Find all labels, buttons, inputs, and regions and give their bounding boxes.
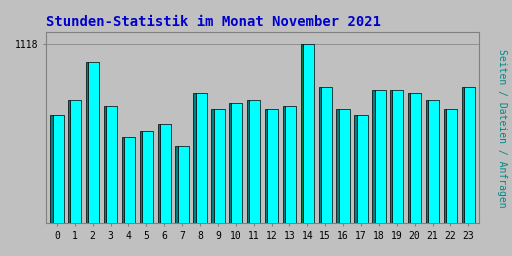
Bar <box>160 124 171 223</box>
Bar <box>68 100 71 223</box>
Bar <box>426 100 428 223</box>
Bar <box>265 109 267 223</box>
Bar <box>176 146 178 223</box>
Bar <box>53 115 63 223</box>
Bar <box>178 146 189 223</box>
Bar <box>194 93 196 223</box>
Bar <box>214 109 225 223</box>
Bar <box>321 87 332 223</box>
Bar <box>283 106 285 223</box>
Bar <box>196 93 207 223</box>
Bar <box>285 106 296 223</box>
Bar <box>211 109 214 223</box>
Bar <box>428 100 439 223</box>
Bar <box>464 87 475 223</box>
Bar <box>142 131 153 223</box>
Bar <box>393 90 403 223</box>
Bar <box>231 103 243 223</box>
Bar <box>50 115 53 223</box>
Bar <box>375 90 386 223</box>
Bar <box>71 100 81 223</box>
Bar <box>86 62 89 223</box>
Bar <box>158 124 160 223</box>
Bar <box>462 87 464 223</box>
Bar <box>357 115 368 223</box>
Bar <box>354 115 357 223</box>
Bar <box>336 109 339 223</box>
Bar <box>446 109 457 223</box>
Bar <box>390 90 393 223</box>
Text: Seiten / Dateien / Anfragen: Seiten / Dateien / Anfragen <box>497 49 507 207</box>
Bar <box>267 109 278 223</box>
Bar <box>104 106 106 223</box>
Bar <box>140 131 142 223</box>
Bar <box>408 93 411 223</box>
Bar <box>106 106 117 223</box>
Bar <box>249 100 261 223</box>
Bar <box>318 87 321 223</box>
Bar <box>122 137 124 223</box>
Bar <box>229 103 231 223</box>
Bar <box>339 109 350 223</box>
Bar <box>411 93 421 223</box>
Bar <box>124 137 135 223</box>
Bar <box>444 109 446 223</box>
Bar <box>303 44 314 223</box>
Bar <box>372 90 375 223</box>
Bar <box>89 62 99 223</box>
Bar <box>301 44 303 223</box>
Bar <box>247 100 249 223</box>
Text: Stunden-Statistik im Monat November 2021: Stunden-Statistik im Monat November 2021 <box>46 15 381 29</box>
